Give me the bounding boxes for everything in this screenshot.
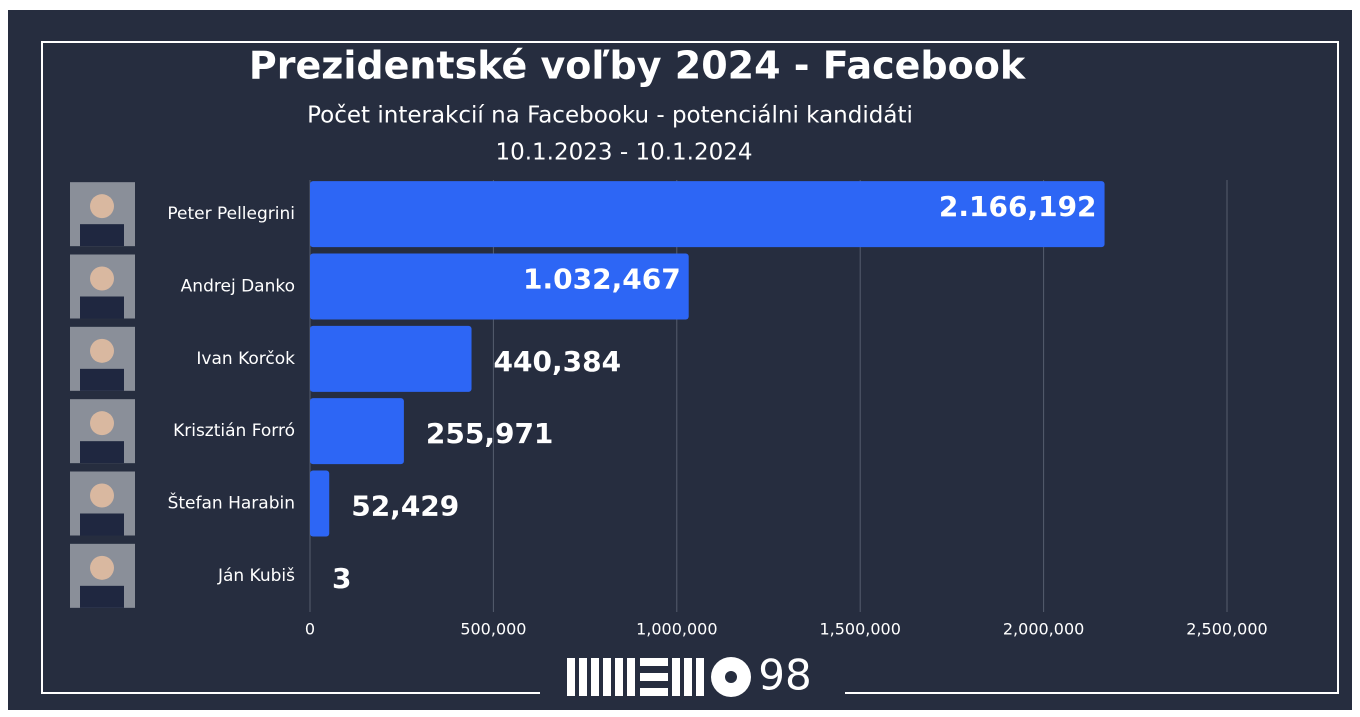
bar xyxy=(310,398,404,465)
x-tick-label: 1,500,000 xyxy=(819,620,900,639)
photo-body xyxy=(80,296,124,319)
value-label: 255,971 xyxy=(426,417,554,450)
bar xyxy=(310,253,689,320)
y-tick-label: Andrej Danko xyxy=(181,277,295,297)
value-label: 2.166,192 xyxy=(939,190,1097,223)
bar xyxy=(310,181,1105,248)
value-label: 3 xyxy=(332,562,351,595)
bar xyxy=(310,325,472,392)
photo-head xyxy=(90,483,114,508)
date-range: 10.1.2023 - 10.1.2024 xyxy=(495,140,752,166)
logo-text: 98 xyxy=(758,651,811,700)
photo-body xyxy=(80,224,124,247)
y-tick-label: Ivan Korčok xyxy=(196,349,295,369)
photo-head xyxy=(90,338,114,363)
photo-head xyxy=(90,194,114,219)
value-label: 440,384 xyxy=(494,345,622,378)
x-tick-label: 2,000,000 xyxy=(1003,620,1084,639)
photo-body xyxy=(80,441,124,464)
x-tick-label: 0 xyxy=(305,620,315,639)
y-tick-label: Peter Pellegrini xyxy=(167,204,295,224)
photo-head xyxy=(90,411,114,436)
chart-subtitle: Počet interakcií na Facebooku - potenciá… xyxy=(307,103,913,129)
bar xyxy=(310,470,330,537)
logo: 98 xyxy=(567,651,812,700)
y-tick-label: Štefan Harabin xyxy=(168,492,295,514)
y-tick-label: Ján Kubiš xyxy=(217,566,295,586)
background xyxy=(8,10,1352,710)
photo-body xyxy=(80,585,124,608)
photo-body xyxy=(80,513,124,536)
value-label: 52,429 xyxy=(351,490,459,523)
photo-head xyxy=(90,266,114,291)
value-label: 1.032,467 xyxy=(523,263,681,296)
photo-body xyxy=(80,368,124,391)
frame xyxy=(41,41,1339,694)
x-tick-label: 2,500,000 xyxy=(1186,620,1267,639)
y-tick-label: Krisztián Forró xyxy=(173,421,295,441)
chart-title: Prezidentské voľby 2024 - Facebook xyxy=(249,44,1026,88)
photo-head xyxy=(90,555,114,580)
x-tick-label: 500,000 xyxy=(460,620,526,639)
x-tick-label: 1,000,000 xyxy=(636,620,717,639)
